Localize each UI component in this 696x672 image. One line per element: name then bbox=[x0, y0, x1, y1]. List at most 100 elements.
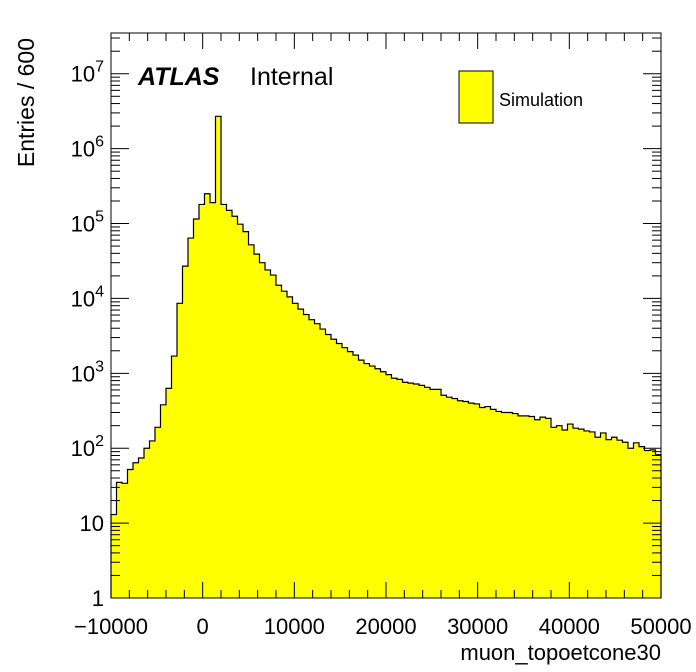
histogram-bar bbox=[166, 388, 173, 598]
histogram-bar bbox=[567, 424, 574, 598]
histogram-bar bbox=[578, 429, 585, 598]
histogram-bar bbox=[347, 351, 354, 598]
x-tick-label: 50000 bbox=[630, 614, 691, 639]
histogram-bar bbox=[364, 363, 371, 598]
histogram-bar bbox=[479, 407, 486, 598]
y-tick-label: 102 bbox=[71, 433, 104, 461]
histogram-bar bbox=[336, 343, 343, 598]
x-tick-label: −10000 bbox=[74, 614, 148, 639]
histogram-bar bbox=[589, 431, 596, 598]
histogram-bar bbox=[402, 382, 409, 598]
histogram-bar bbox=[380, 371, 387, 598]
histogram-bar bbox=[529, 416, 536, 598]
histogram-bar bbox=[287, 296, 294, 598]
histogram-bar bbox=[122, 483, 129, 598]
x-axis-label: muon_topoetcone30 bbox=[460, 640, 661, 665]
histogram-bar bbox=[633, 442, 640, 598]
histogram-bar bbox=[490, 409, 497, 598]
histogram-bar bbox=[144, 448, 151, 598]
y-tick-label: 1 bbox=[92, 586, 104, 611]
histogram-bar bbox=[254, 254, 261, 599]
histogram-bar bbox=[353, 355, 360, 598]
histogram-bar bbox=[342, 347, 349, 598]
histogram-outline bbox=[110, 115, 662, 598]
histogram-bar bbox=[408, 383, 415, 598]
histogram-bar bbox=[523, 415, 530, 598]
x-axis-ticks bbox=[110, 33, 662, 598]
histogram-bar bbox=[457, 400, 464, 598]
histogram-bar bbox=[133, 462, 140, 598]
histogram-bar bbox=[606, 439, 613, 598]
y-tick-label: 107 bbox=[71, 59, 104, 87]
histogram-bar bbox=[204, 193, 211, 598]
x-tick-label: 40000 bbox=[539, 614, 600, 639]
histogram-bar bbox=[210, 202, 217, 598]
histogram-bar bbox=[193, 218, 200, 599]
histogram-bar bbox=[430, 389, 437, 598]
histogram-bar bbox=[441, 395, 448, 598]
histogram-bar bbox=[446, 397, 453, 598]
histogram-bar bbox=[639, 446, 646, 598]
histogram-bar bbox=[545, 418, 552, 598]
histogram-bar bbox=[325, 334, 332, 598]
histogram-bar bbox=[474, 403, 481, 598]
histogram-bar bbox=[127, 469, 134, 598]
histogram-bar bbox=[358, 360, 365, 598]
histogram-bar bbox=[281, 291, 288, 598]
histogram-bar bbox=[556, 425, 563, 598]
y-tick-label: 106 bbox=[71, 134, 104, 162]
histogram-bar bbox=[435, 389, 442, 598]
atlas-label: ATLAS bbox=[137, 63, 220, 91]
histogram-bar bbox=[463, 401, 470, 598]
histogram-bar bbox=[309, 319, 316, 598]
histogram-bar bbox=[501, 412, 508, 598]
histogram-bar bbox=[551, 427, 558, 598]
histogram-bar bbox=[265, 269, 272, 598]
internal-label: Internal bbox=[250, 63, 333, 91]
histogram-bar bbox=[518, 415, 525, 598]
histogram-bar bbox=[320, 329, 327, 598]
histogram-bar bbox=[452, 398, 459, 598]
y-axis-ticks bbox=[111, 37, 661, 599]
histogram-bar bbox=[496, 411, 503, 598]
histogram-bar bbox=[314, 323, 321, 598]
histogram-bar bbox=[600, 432, 607, 598]
histogram-bar bbox=[111, 514, 118, 598]
histogram-bar bbox=[237, 224, 244, 598]
histogram-bar bbox=[540, 417, 547, 598]
histogram-bar bbox=[149, 440, 156, 598]
histogram-bar bbox=[303, 314, 310, 598]
legend-swatch bbox=[458, 70, 494, 124]
histogram-bar bbox=[419, 385, 426, 598]
x-axis-tick-labels: −10000 0 10000 20000 30000 40000 50000 bbox=[74, 614, 692, 639]
y-tick-label: 103 bbox=[71, 358, 104, 386]
histogram-bar bbox=[259, 262, 266, 598]
histogram-bar bbox=[215, 116, 222, 598]
histogram-bar bbox=[562, 430, 569, 598]
x-tick-label: 20000 bbox=[355, 614, 416, 639]
histogram-bar bbox=[611, 437, 618, 598]
x-tick-label: 0 bbox=[197, 614, 209, 639]
histogram-bar bbox=[468, 403, 475, 598]
y-tick-label: 104 bbox=[71, 283, 104, 311]
histogram-bar bbox=[232, 216, 239, 598]
histogram-bar bbox=[507, 412, 514, 598]
x-tick-label: 10000 bbox=[264, 614, 325, 639]
histogram-bar bbox=[160, 404, 167, 598]
histogram-bar bbox=[177, 303, 184, 598]
histogram-bar bbox=[584, 430, 591, 598]
histogram-bar bbox=[182, 266, 189, 598]
histogram-bar bbox=[617, 440, 624, 598]
histogram-bar bbox=[622, 442, 629, 598]
histogram-bar bbox=[375, 368, 382, 598]
y-axis-tick-labels: 1 10 102 103 104 105 106 107 bbox=[71, 59, 104, 611]
histogram-bar bbox=[199, 204, 206, 598]
histogram-bar bbox=[650, 449, 657, 598]
y-tick-label: 10 bbox=[80, 511, 104, 536]
histogram-bar bbox=[298, 309, 305, 598]
histogram-series bbox=[110, 115, 662, 599]
histogram-bar bbox=[243, 231, 250, 598]
atlas-annotation: ATLAS Internal bbox=[137, 63, 333, 91]
y-tick-label: 105 bbox=[71, 209, 104, 237]
histogram-bar bbox=[386, 374, 393, 598]
